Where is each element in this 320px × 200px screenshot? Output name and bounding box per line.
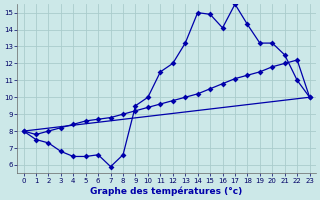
X-axis label: Graphe des températures (°c): Graphe des températures (°c) bbox=[91, 186, 243, 196]
